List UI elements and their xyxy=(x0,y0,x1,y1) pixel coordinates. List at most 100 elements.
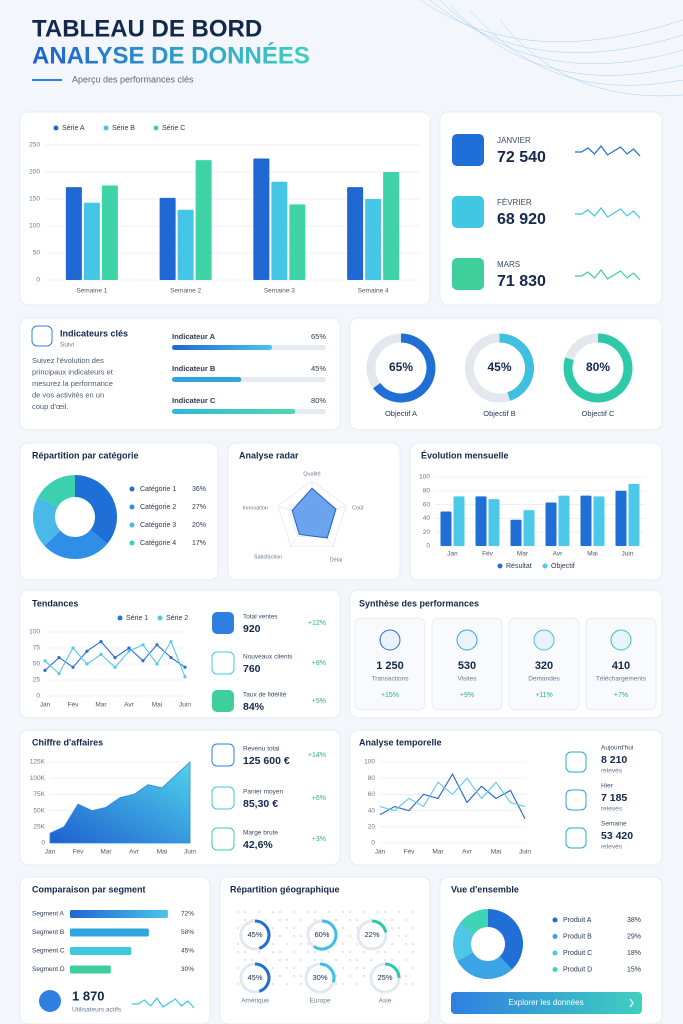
map-dot xyxy=(384,951,386,953)
gauge-arc xyxy=(373,333,436,403)
map-dot xyxy=(237,967,239,969)
tile-label: Visites xyxy=(457,676,477,683)
map-dot xyxy=(314,959,316,961)
kpi-value: 84% xyxy=(243,701,265,713)
y-tick-label: 0 xyxy=(41,840,45,847)
map-dot xyxy=(300,975,302,977)
map-dot xyxy=(391,959,393,961)
legend-swatch xyxy=(552,950,558,956)
map-dot xyxy=(356,927,358,929)
tile-icon xyxy=(533,629,555,651)
bar xyxy=(195,160,212,280)
map-dot xyxy=(412,911,414,913)
point xyxy=(155,643,159,647)
map-dot xyxy=(363,967,365,969)
kpi-value: 8 210 xyxy=(601,754,627,766)
legend-label: Série 2 xyxy=(166,615,188,622)
tile-value: 530 xyxy=(458,660,476,672)
x-tick-label: Mar xyxy=(100,849,112,856)
title: TABLEAU DE BORD xyxy=(32,15,262,42)
kpi-value: 125 600 € xyxy=(243,755,290,767)
bar xyxy=(510,519,522,546)
map-dot xyxy=(412,951,414,953)
bar xyxy=(475,496,487,546)
point xyxy=(43,668,47,673)
value-label: 38% xyxy=(627,917,641,924)
card-title: Analyse temporelle xyxy=(359,737,442,747)
users-icon xyxy=(39,990,61,1012)
bar xyxy=(159,197,176,280)
description: de vos activités en un xyxy=(32,390,104,399)
bar xyxy=(488,499,500,546)
map-dot xyxy=(272,911,274,913)
axis-label: Délai xyxy=(330,557,343,563)
x-tick-label: Jan xyxy=(40,702,51,709)
geo-ring xyxy=(384,962,401,979)
point xyxy=(99,640,103,644)
radar-grid xyxy=(277,480,347,547)
axis-label: Satisfaction xyxy=(254,554,282,560)
x-tick-label: Juin xyxy=(179,702,191,709)
y-tick-label: 25 xyxy=(33,677,41,684)
description: principaux indicateurs et xyxy=(32,367,114,376)
y-tick-label: 40 xyxy=(423,515,431,522)
kpi-unit: relevés xyxy=(601,844,623,851)
legend-swatch xyxy=(129,540,135,546)
gauge-arc xyxy=(499,333,534,401)
sparkline xyxy=(575,207,641,219)
pie-slice xyxy=(74,475,117,544)
icon xyxy=(212,612,234,634)
map-dot xyxy=(244,951,246,953)
kpi-label: Taux de fidélité xyxy=(243,692,287,699)
card-title: Vue d'ensemble xyxy=(451,884,519,894)
kpi-value: 7 185 xyxy=(601,792,627,804)
map-dot xyxy=(405,935,407,937)
map-dot xyxy=(258,911,260,913)
kpi-change: +12% xyxy=(308,620,326,627)
map-dot xyxy=(237,983,239,985)
gauge-label: Objectif A xyxy=(385,409,417,418)
x-tick-label: Mar xyxy=(95,702,107,709)
map-dot xyxy=(314,911,316,913)
map-dot xyxy=(251,959,253,961)
map-dot xyxy=(300,919,302,921)
x-tick-label: Mai xyxy=(152,702,162,709)
geo-value: 45% xyxy=(247,973,262,982)
title-highlight: ANALYSE DE DONNÉES xyxy=(32,41,310,69)
y-tick-label: 100 xyxy=(364,759,375,766)
legend-label: Objectif xyxy=(551,563,575,570)
segment-value: 30% xyxy=(181,966,194,973)
legend-label: Produit B xyxy=(563,933,592,940)
line xyxy=(379,777,526,812)
kpi-value: 68 920 xyxy=(497,211,546,228)
y-tick-label: 25K xyxy=(33,824,45,831)
legend-label: Catégorie 1 xyxy=(140,486,176,493)
icon xyxy=(565,751,587,773)
card-title: Comparaison par segment xyxy=(32,884,146,894)
pie-slice xyxy=(459,909,489,935)
kpi-label: Panier moyen xyxy=(243,789,283,796)
map-dot xyxy=(286,927,288,929)
kpi-value: 72 540 xyxy=(497,149,546,166)
bar xyxy=(289,204,306,280)
point xyxy=(57,672,61,676)
legend-swatch xyxy=(153,125,159,131)
y-tick-label: 20 xyxy=(368,824,376,831)
map-dot xyxy=(412,967,414,969)
legend-label: Produit A xyxy=(563,917,592,924)
map-dot xyxy=(307,943,309,945)
tile-label: Demandes xyxy=(528,676,560,683)
bar xyxy=(65,187,82,280)
value-label: 15% xyxy=(627,966,641,973)
point xyxy=(155,662,159,666)
kpi-label: FÉVRIER xyxy=(497,198,532,207)
map-dot xyxy=(363,951,365,953)
map-dot xyxy=(279,959,281,961)
icon xyxy=(211,743,235,767)
kpi-label: MARS xyxy=(497,260,520,269)
map-dot xyxy=(335,959,337,961)
explore-button[interactable] xyxy=(451,992,642,1014)
legend-label: Produit C xyxy=(563,950,592,957)
map-dot xyxy=(398,951,400,953)
map-dot xyxy=(335,943,337,945)
